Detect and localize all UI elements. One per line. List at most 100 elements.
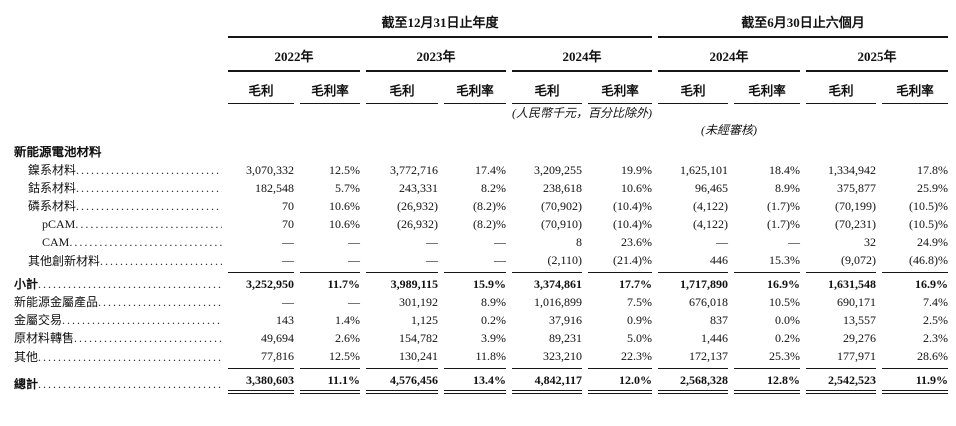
- cell-value: 4,842,117: [512, 369, 582, 394]
- table-row: 鈷系材料 182,548 5.7% 243,331 8.2% 238,618 10.6% 96…: [14, 180, 948, 198]
- cell-value: 1,334,942: [828, 163, 877, 177]
- cell-value: —: [426, 235, 438, 249]
- cell-value: 3,989,115: [390, 277, 438, 291]
- cell-value: [588, 138, 652, 162]
- cell-value: 13,557: [843, 313, 877, 327]
- dot-leader: [38, 278, 222, 291]
- gross-profit-table: 截至12月31日止年度 截至6月30日止六個月 2022年 2023年 2024…: [8, 12, 954, 394]
- cell-value: (70,199): [835, 199, 877, 213]
- metric-header-profit: 毛利: [658, 72, 729, 104]
- cell-value: 3,380,603: [228, 369, 294, 394]
- cell-value: 5.7%: [335, 181, 360, 195]
- cell-value: —: [348, 235, 360, 249]
- header-spacer: [14, 72, 222, 104]
- dot-leader: [76, 200, 222, 213]
- table-row: 原材料轉售 49,694 2.6% 154,782 3.9% 89,231 5.0% 1,44…: [14, 330, 948, 348]
- cell-value: 3.9%: [481, 331, 506, 345]
- row-label: 新能源電池材料: [14, 138, 222, 162]
- metric-header-margin: 毛利率: [734, 72, 801, 104]
- row-label-text: 鎳系材料: [28, 164, 77, 177]
- currency-note: (人民幣千元，百分比除外): [512, 106, 652, 120]
- unaudited-note: (未經審核): [701, 123, 758, 137]
- cell-value: (4,122): [693, 217, 729, 231]
- cell-value: —: [444, 252, 506, 273]
- cell-value: 28.6%: [882, 348, 949, 369]
- metric-header-margin: 毛利率: [300, 72, 360, 104]
- cell-value: —: [366, 252, 438, 273]
- cell-value: 23.6%: [621, 235, 653, 249]
- row-label: 原材料轉售: [14, 330, 222, 348]
- cell-value: [300, 138, 360, 162]
- cell-value: 375,877: [837, 181, 877, 195]
- cell-value: 13.4%: [444, 369, 506, 394]
- cell-value: 11.7%: [327, 277, 360, 291]
- cell-value: 22.3%: [588, 348, 653, 369]
- cell-value: 10.6%: [621, 181, 653, 195]
- row-label-text: 新能源電池材料: [14, 146, 102, 159]
- cell-value: 172,137: [658, 348, 729, 369]
- cell-value: 8: [576, 235, 582, 249]
- cell-value: 16.9%: [915, 277, 949, 291]
- cell-value: [444, 138, 506, 162]
- period-header-interim: 截至6月30日止六個月: [658, 12, 949, 38]
- cell-value: 323,210: [512, 348, 582, 369]
- dot-leader: [75, 218, 222, 231]
- cell-value: 182,548: [255, 181, 294, 195]
- cell-value: 32: [864, 235, 877, 249]
- row-label: 總計: [14, 369, 222, 394]
- metric-header-row: 毛利 毛利率 毛利 毛利率 毛利 毛利率 毛利 毛利率 毛利 毛利率: [14, 72, 949, 104]
- row-label: 新能源金屬產品: [14, 294, 222, 312]
- cell-value: [882, 138, 948, 162]
- cell-value: 11.8%: [444, 348, 506, 369]
- cell-value: 3,374,861: [534, 277, 582, 291]
- cell-value: 2,568,328: [658, 369, 729, 394]
- cell-value: 12.5%: [329, 163, 360, 177]
- cell-value: 70: [282, 199, 294, 213]
- cell-value: —: [788, 235, 801, 249]
- metric-header-profit: 毛利: [806, 72, 877, 104]
- row-label: 其他: [14, 348, 222, 370]
- table-row: 鎳系材料 3,070,332 12.5% 3,772,716 17.4% 3,209,25…: [14, 162, 948, 180]
- cell-value: (70,910): [541, 217, 582, 231]
- cell-value: —: [494, 235, 506, 249]
- table-row: 其他創新材料 — — — — (2,110) (21.4)%44615.3%(9,072)…: [14, 252, 949, 273]
- row-label-text: 磷系材料: [28, 200, 77, 213]
- cell-value: 4,576,456: [366, 369, 438, 394]
- cell-value: 1.4%: [335, 313, 360, 327]
- cell-value: 18.4%: [769, 163, 801, 177]
- row-label: 磷系材料: [14, 198, 222, 216]
- row-label: 鈷系材料: [14, 180, 222, 198]
- row-label: 金屬交易: [14, 312, 222, 330]
- row-label-text: 總計: [14, 378, 39, 391]
- cell-value: 3,772,716: [390, 163, 438, 177]
- cell-value: 8.9%: [481, 295, 506, 309]
- cell-value: —: [716, 235, 729, 249]
- row-label: CAM: [14, 234, 222, 252]
- row-label-text: pCAM: [42, 218, 76, 231]
- cell-value: 70: [282, 217, 294, 231]
- cell-value: 25.3%: [734, 348, 801, 369]
- table-row: 小計 3,252,950 11.7% 3,989,115 15.9% 3,374,861 1…: [14, 273, 948, 294]
- cell-value: 12.8%: [734, 369, 801, 394]
- cell-value: (70,231): [835, 217, 877, 231]
- cell-value: (70,902): [541, 199, 582, 213]
- cell-value: 130,241: [366, 348, 438, 369]
- unaudited-note-row: (未經審核): [14, 121, 948, 138]
- cell-value: (26,932): [397, 217, 438, 231]
- cell-value: (10.4)%: [613, 199, 653, 213]
- cell-value: (8.2)%: [473, 217, 506, 231]
- cell-value: 0.9%: [627, 313, 653, 327]
- cell-value: (1.7)%: [767, 217, 801, 231]
- row-label-text: 金屬交易: [14, 314, 63, 327]
- row-label: 小計: [14, 273, 222, 294]
- cell-value: 5.0%: [627, 331, 653, 345]
- table-row: 磷系材料 70 10.6% (26,932) (8.2)% (70,902) (10.4)%…: [14, 198, 948, 216]
- cell-value: 12.5%: [300, 348, 360, 369]
- row-label: pCAM: [14, 216, 222, 234]
- cell-value: 690,171: [837, 295, 877, 309]
- header-spacer: [14, 38, 222, 72]
- table-row: 新能源電池材料: [14, 138, 948, 162]
- cell-value: 19.9%: [621, 163, 653, 177]
